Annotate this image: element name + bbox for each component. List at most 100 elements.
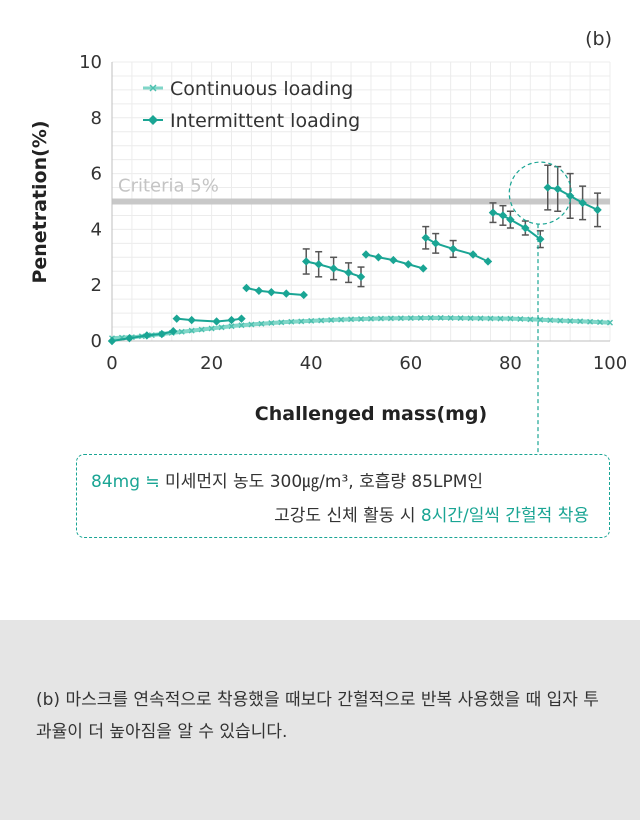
- continuous-point: [188, 327, 195, 334]
- intermittent-point: [374, 253, 383, 262]
- intermittent-point: [254, 286, 264, 295]
- intermittent-point: [361, 250, 371, 259]
- x-tick-label: 0: [106, 353, 117, 374]
- x-tick-label: 40: [300, 353, 323, 374]
- continuous-point: [477, 315, 484, 322]
- continuous-point: [328, 317, 335, 324]
- legend-continuous-label: Continuous loading: [170, 78, 353, 100]
- intermittent-point: [498, 211, 508, 220]
- legend-intermittent-marker: [148, 115, 158, 125]
- continuous-point: [367, 315, 374, 322]
- continuous-point: [338, 316, 345, 323]
- continuous-point: [607, 319, 613, 326]
- continuous-point: [397, 315, 404, 322]
- x-tick-label: 60: [399, 353, 422, 374]
- intermittent-point: [419, 264, 428, 273]
- intermittent-point: [389, 255, 398, 265]
- continuous-point: [437, 314, 444, 321]
- continuous-point: [358, 315, 364, 322]
- caption-box: (b) 마스크를 연속적으로 착용했을 때보다 간헐적으로 반복 사용했을 때 …: [0, 620, 640, 820]
- continuous-point: [577, 318, 584, 325]
- panel-label: (b): [585, 28, 612, 50]
- intermittent-point: [421, 233, 430, 242]
- intermittent-point: [488, 208, 498, 217]
- intermittent-point: [431, 239, 440, 248]
- continuous-point: [198, 326, 205, 333]
- continuous-point: [258, 320, 265, 327]
- x-tick-label: 100: [593, 353, 627, 374]
- intermittent-point: [593, 205, 602, 215]
- intermittent-point: [404, 260, 413, 269]
- intermittent-point: [356, 272, 366, 282]
- intermittent-point: [172, 314, 181, 323]
- chart-legend: Continuous loading Intermittent loading: [143, 78, 360, 132]
- continuous-point: [248, 321, 255, 328]
- continuous-point: [208, 325, 215, 332]
- intermittent-point: [227, 315, 236, 325]
- callout-line-1: 84mg ≒ 미세먼지 농도 300㎍/m³, 호흡량 85LPM인: [91, 467, 483, 492]
- y-tick-label: 0: [91, 331, 102, 352]
- continuous-point: [278, 319, 285, 326]
- continuous-point: [228, 323, 235, 330]
- highlight-annotation: [508, 161, 572, 454]
- continuous-point: [567, 317, 574, 324]
- intermittent-segment: [246, 287, 304, 296]
- continuous-point: [348, 316, 355, 323]
- continuous-point: [457, 315, 464, 322]
- continuous-point: [557, 317, 564, 324]
- continuous-point: [447, 315, 454, 322]
- intermittent-point: [521, 223, 530, 233]
- x-tick-label: 20: [200, 353, 223, 374]
- intermittent-point: [344, 268, 353, 277]
- y-tick-label: 6: [91, 164, 102, 185]
- continuous-point: [527, 316, 534, 323]
- continuous-point: [547, 317, 554, 324]
- y-tick-label: 2: [91, 275, 102, 296]
- continuous-point: [487, 315, 494, 322]
- x-axis-title: Challenged mass(mg): [255, 403, 487, 425]
- intermittent-point: [448, 244, 458, 254]
- intermittent-point: [468, 250, 478, 259]
- continuous-point: [218, 324, 225, 331]
- intermittent-point: [169, 327, 178, 336]
- intermittent-point: [107, 336, 117, 346]
- intermittent-point: [125, 334, 134, 343]
- continuous-point: [417, 315, 424, 322]
- series-continuous-loading: [109, 314, 613, 342]
- annotation-callout: 84mg ≒ 미세먼지 농도 300㎍/m³, 호흡량 85LPM인 고강도 신…: [76, 454, 610, 538]
- continuous-point: [377, 315, 384, 322]
- caption-text: (b) 마스크를 연속적으로 착용했을 때보다 간헐적으로 반복 사용했을 때 …: [36, 690, 599, 742]
- intermittent-point: [553, 184, 562, 194]
- y-tick-label: 10: [79, 52, 102, 73]
- intermittent-point: [187, 315, 196, 325]
- series-intermittent-loading: [107, 164, 602, 346]
- continuous-point: [427, 314, 434, 321]
- criteria-label: Criteria 5%: [118, 176, 219, 197]
- continuous-point: [178, 328, 185, 335]
- criteria-reference-line: Criteria 5%: [112, 176, 610, 205]
- intermittent-point: [299, 290, 308, 300]
- penetration-chart: Criteria 5% 0 20 40 60 80 100 0 2 4 6 8 10 Continuo…: [29, 28, 627, 454]
- callout-condition: 미세먼지 농도 300㎍/m³, 호흡량 85LPM인: [159, 472, 484, 492]
- continuous-point: [318, 317, 325, 324]
- intermittent-point: [242, 283, 251, 293]
- intermittent-point: [267, 287, 276, 297]
- y-axis-title: Penetration(%): [29, 120, 51, 283]
- intermittent-point: [536, 234, 545, 244]
- legend-intermittent-label: Intermittent loading: [170, 110, 360, 132]
- intermittent-point: [142, 331, 152, 340]
- continuous-point: [537, 316, 544, 323]
- intermittent-point: [565, 191, 575, 201]
- continuous-point: [587, 318, 594, 325]
- continuous-line: [111, 315, 611, 341]
- continuous-point: [268, 320, 275, 327]
- continuous-point: [387, 315, 394, 322]
- y-tick-label: 8: [91, 108, 102, 129]
- intermittent-point: [282, 289, 291, 298]
- continuous-point: [517, 316, 524, 323]
- intermittent-point: [483, 257, 493, 266]
- continuous-point: [467, 315, 474, 322]
- continuous-point: [497, 315, 504, 322]
- x-tick-label: 80: [499, 353, 522, 374]
- intermittent-point: [212, 317, 221, 326]
